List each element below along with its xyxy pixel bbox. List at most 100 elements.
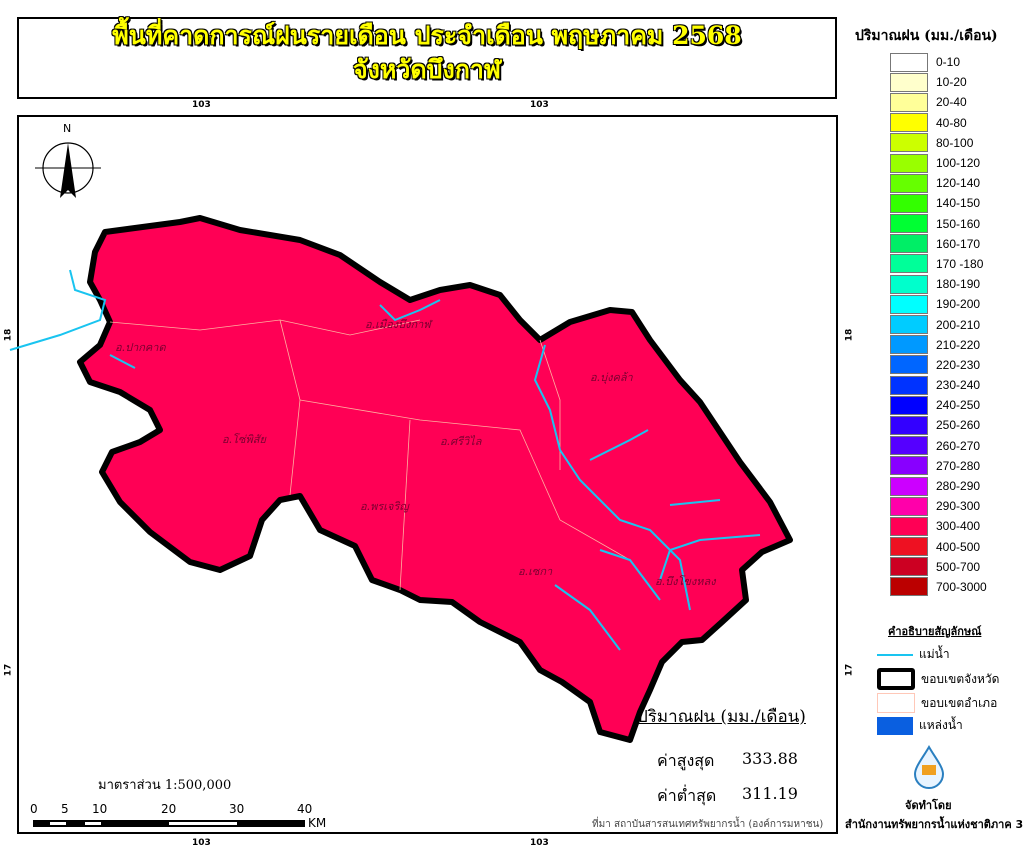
title-line-1: พื้นที่คาดการณ์ฝนรายเดือน ประจำเดือน พฤษ…	[112, 21, 742, 50]
legend-item: 140-150	[890, 193, 987, 213]
grid-label-top: 103	[530, 100, 549, 110]
symbol-label: ขอบเขตอำเภอ	[921, 695, 998, 710]
legend-item: 260-270	[890, 436, 987, 456]
legend-label: 290-300	[936, 499, 981, 514]
symbol-label: แหล่งน้ำ	[919, 718, 963, 732]
legend-label: 170 -180	[936, 256, 984, 271]
grid-label-bottom: 103	[530, 838, 549, 848]
legend-swatch	[890, 577, 928, 597]
max-value: 333.88	[742, 749, 798, 768]
prepared-by: จัดทำโดย	[905, 799, 952, 812]
province-polygon	[77, 215, 793, 743]
legend-label: 160-170	[936, 236, 981, 251]
legend-swatch	[890, 294, 928, 314]
legend-item: 290-300	[890, 496, 987, 516]
symbol-river: แม่น้ำ	[877, 645, 950, 664]
scale-tick: 30	[229, 802, 245, 816]
rainfall-legend: 0-10 10-20 20-40 40-80 80-100 100-120 120-140 1…	[890, 52, 987, 597]
legend-swatch	[890, 72, 928, 92]
legend-swatch	[890, 395, 928, 415]
legend-label: 260-270	[936, 438, 981, 453]
district-label: อ.บึงโขงหลง	[655, 575, 716, 588]
legend-item: 270-280	[890, 456, 987, 476]
river-line-icon	[877, 653, 913, 656]
legend-item: 10-20	[890, 72, 987, 92]
legend-label: 200-210	[936, 317, 981, 332]
min-value: 311.19	[742, 784, 798, 803]
legend-swatch	[890, 92, 928, 112]
grid-label-top: 103	[192, 100, 211, 110]
map-frame	[17, 115, 838, 834]
legend-label: 400-500	[936, 539, 981, 554]
legend-label: 140-150	[936, 196, 981, 211]
legend-item: 200-210	[890, 314, 987, 335]
legend-item: 190-200	[890, 294, 987, 314]
scale-unit: KM	[308, 816, 327, 830]
symbol-label: แม่น้ำ	[919, 647, 950, 661]
legend-label: 0-10	[936, 55, 961, 70]
legend-swatch	[890, 496, 928, 516]
legend-swatch	[890, 254, 928, 274]
legend-item: 100-120	[890, 153, 987, 173]
legend-swatch	[890, 557, 928, 577]
legend-swatch	[890, 537, 928, 557]
legend-item: 170 -180	[890, 254, 987, 274]
district-label: อ.เมืองบึงกาฬ	[365, 318, 431, 331]
symbol-water: แหล่งน้ำ	[877, 716, 963, 735]
legend-swatch	[890, 214, 928, 234]
legend-label: 250-260	[936, 418, 981, 433]
legend-label: 150-160	[936, 216, 981, 231]
scale-tick: 5	[61, 802, 69, 816]
legend-label: 190-200	[936, 297, 981, 312]
legend-item: 250-260	[890, 415, 987, 435]
legend-swatch	[890, 335, 928, 355]
legend-swatch	[890, 274, 928, 294]
legend-label: 500-700	[936, 559, 981, 574]
scale-tick: 0	[30, 802, 38, 816]
legend-item: 80-100	[890, 133, 987, 153]
agency-name: สำนักงานทรัพยากรน้ำแห่งชาติภาค 3	[845, 818, 1024, 831]
legend-swatch	[890, 415, 928, 435]
data-source: ที่มา สถาบันสารสนเทศทรัพยากรน้ำ (องค์การ…	[592, 819, 824, 830]
district-label: อ.ปากคาด	[115, 341, 166, 354]
legend-swatch	[890, 153, 928, 173]
grid-label-bottom: 103	[192, 838, 211, 848]
legend-swatch	[890, 355, 928, 375]
scale-tick: 40	[297, 802, 313, 816]
legend-label: 240-250	[936, 398, 981, 413]
scale-text: มาตราส่วน 1:500,000	[98, 778, 232, 793]
legend-item: 210-220	[890, 335, 987, 355]
district-label: อ.พรเจริญ	[360, 500, 409, 513]
legend-item: 0-10	[890, 52, 987, 72]
water-body-icon	[877, 716, 913, 735]
legend-swatch	[890, 516, 928, 536]
legend-label: 10-20	[936, 75, 967, 90]
legend-swatch	[890, 133, 928, 153]
legend-label: 40-80	[936, 115, 967, 130]
legend-swatch	[890, 52, 928, 72]
legend-item: 300-400	[890, 516, 987, 536]
stats-heading: ปริมาณฝน (มม./เดือน)	[637, 707, 806, 727]
district-label: อ.ศรีวิไล	[440, 435, 482, 448]
rivers	[9, 269, 761, 651]
legend-item: 220-230	[890, 355, 987, 375]
legend-item: 180-190	[890, 274, 987, 294]
legend-item: 280-290	[890, 476, 987, 496]
legend-swatch	[890, 375, 928, 395]
title-box: พื้นที่คาดการณ์ฝนรายเดือน ประจำเดือน พฤษ…	[17, 17, 837, 99]
legend-swatch	[890, 476, 928, 496]
scale-tick: 20	[161, 802, 177, 816]
legend-item: 240-250	[890, 395, 987, 415]
scale-tick: 10	[92, 802, 108, 816]
legend-label: 180-190	[936, 277, 981, 292]
legend-swatch	[890, 193, 928, 213]
district-label: อ.เซกา	[518, 565, 553, 578]
legend-item: 120-140	[890, 173, 987, 193]
north-label: N	[63, 122, 72, 135]
agency-logo-icon	[913, 745, 945, 789]
legend-item: 160-170	[890, 234, 987, 254]
legend-item: 20-40	[890, 92, 987, 112]
legend-item: 500-700	[890, 557, 987, 577]
legend-swatch	[890, 234, 928, 254]
district-boundary-icon	[877, 693, 915, 713]
